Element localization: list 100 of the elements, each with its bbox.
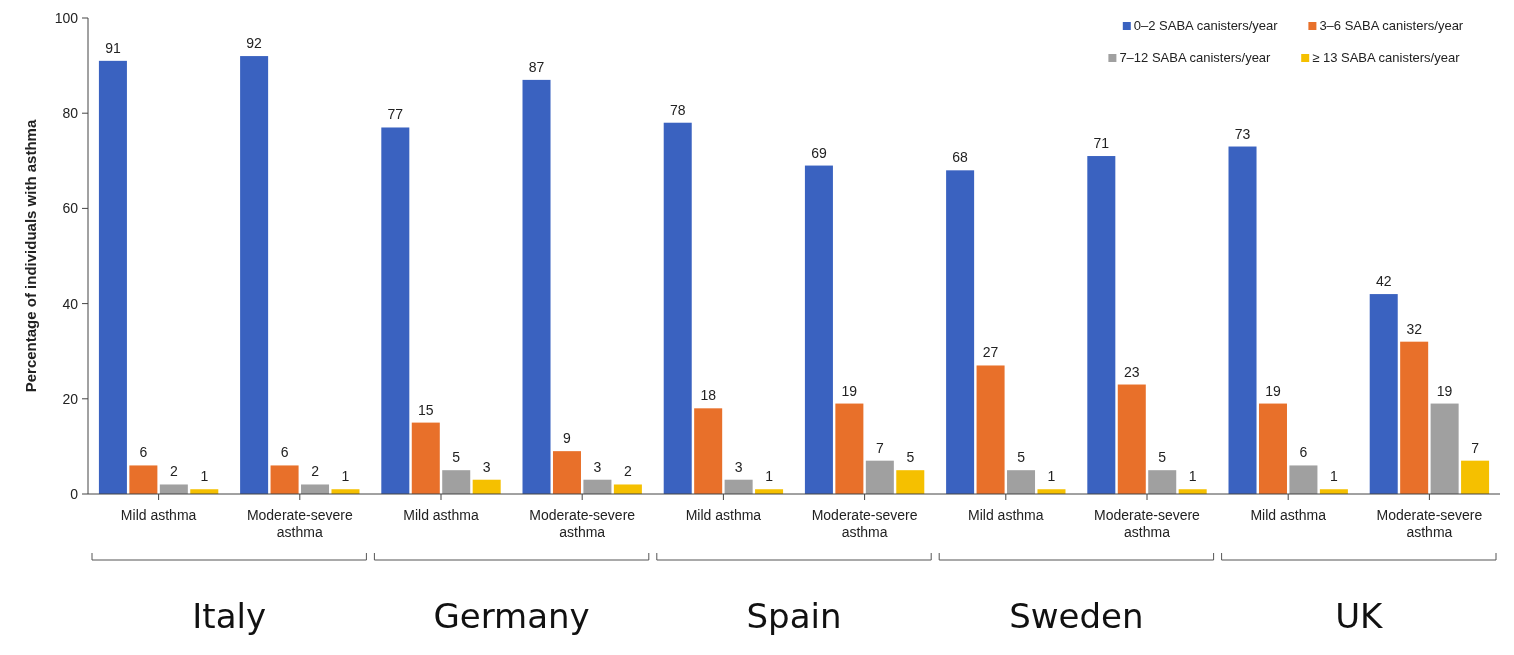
bar [583,479,612,494]
bar [804,165,833,494]
data-label: 1 [1047,468,1056,485]
bar [1289,465,1318,494]
bar [442,470,471,494]
data-label: 19 [841,382,858,399]
data-label: 5 [1158,449,1167,466]
data-label: 6 [280,444,289,461]
data-label: 2 [311,463,320,480]
bar [946,170,975,494]
data-label: 27 [982,344,999,361]
bar [381,127,410,494]
bar [1117,384,1146,494]
bar [522,79,551,494]
bar [694,408,723,494]
bar [1228,146,1257,494]
bar [159,484,188,494]
data-label: 92 [246,35,263,52]
x-tick-label: Moderate-severe asthma [246,507,353,540]
bar [98,60,127,494]
x-tick-label: Mild asthma [1250,507,1327,523]
x-tick-label: Moderate-severe asthma [1094,507,1201,540]
bar [724,479,753,494]
bar [976,365,1005,494]
x-tick-label: Moderate-severe asthma [811,507,918,540]
data-label: 19 [1265,382,1281,399]
text: UK [1335,596,1385,636]
data-label: 73 [1234,125,1251,142]
bar [301,484,330,494]
data-label: 23 [1123,363,1140,380]
data-label: 1 [200,468,209,485]
data-label: 7 [1471,439,1480,456]
data-label: 32 [1406,320,1423,337]
bar [1461,460,1490,494]
data-label: 7 [875,439,884,456]
bar [865,460,894,494]
x-tick-label: Moderate-severe asthma [529,507,636,540]
y-tick-label: 0 [70,485,79,502]
data-label: 5 [906,449,915,466]
data-label: 2 [169,463,178,480]
bar [1007,470,1036,494]
data-label: 9 [563,430,572,447]
data-label: 6 [1299,444,1308,461]
y-tick-label: 80 [62,105,79,122]
data-label: 42 [1375,273,1392,290]
data-label: 69 [811,144,827,161]
bar [1430,403,1459,494]
bar [663,122,692,494]
bar [552,451,581,494]
data-label: 1 [1188,468,1197,485]
data-label: 3 [734,458,743,475]
data-label: 15 [417,401,434,418]
x-tick-label: Mild asthma [968,507,1044,523]
data-label: 1 [765,468,774,485]
bar [1087,156,1116,494]
y-tick-label: 20 [62,390,79,407]
text: Italy [192,596,267,636]
data-label: 5 [1017,449,1026,466]
bar [1148,470,1177,494]
data-label: 91 [105,39,121,56]
data-label: 68 [952,149,969,166]
x-tick-label: Mild asthma [685,507,762,523]
data-label: 3 [482,458,491,475]
data-label: 2 [623,463,632,480]
data-label: 77 [387,106,404,123]
data-label: 3 [593,458,602,475]
text: Sweden [1009,596,1144,636]
data-label: 5 [452,449,461,466]
legend-label: 3–6 SABA canisters/year [1319,18,1464,33]
text: Germany [433,596,590,636]
legend-label: 7–12 SABA canisters/year [1119,50,1272,65]
data-label: 6 [139,444,148,461]
data-label: 19 [1436,382,1453,399]
bar [1369,294,1398,494]
data-label: 71 [1093,135,1110,152]
bar [613,484,642,494]
y-tick-label: 40 [62,295,79,312]
data-label: 87 [528,58,545,75]
bar [240,56,269,494]
text: Spain [746,596,842,636]
data-label: 18 [700,387,717,404]
x-tick-label: Mild asthma [120,507,197,523]
bar [896,470,925,494]
y-tick-label: 100 [54,9,79,26]
data-label: 1 [341,468,350,485]
bar [1258,403,1287,494]
x-tick-label: Moderate-severe asthma [1376,507,1483,540]
bar [129,465,158,494]
y-tick-label: 60 [62,200,79,217]
y-axis-title: Percentage of individuals with asthma [22,119,39,393]
bar [1400,341,1429,494]
legend-label: ≥ 13 SABA canisters/year [1312,50,1461,65]
bar [835,403,864,494]
bar [411,422,440,494]
legend-label: 0–2 SABA canisters/year [1133,18,1279,33]
bar [472,479,501,494]
data-label: 78 [669,101,686,118]
data-label: 1 [1329,468,1338,485]
x-tick-label: Mild asthma [403,507,479,523]
bar [270,465,299,494]
